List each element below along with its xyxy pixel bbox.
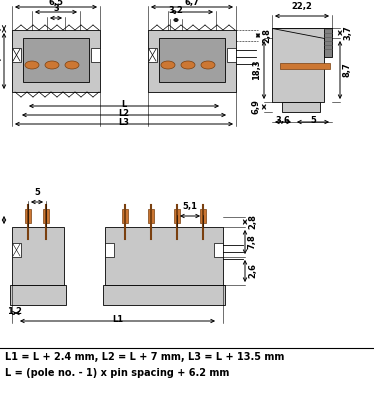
Polygon shape	[159, 38, 225, 82]
Text: L3: L3	[119, 118, 129, 127]
Text: 11,4: 11,4	[0, 50, 2, 72]
Text: 2,6: 2,6	[248, 264, 257, 278]
Text: 1,2: 1,2	[7, 307, 22, 316]
Text: 7,8: 7,8	[248, 235, 257, 249]
Polygon shape	[23, 38, 89, 82]
Polygon shape	[282, 102, 320, 112]
Text: 5: 5	[310, 116, 316, 125]
Text: 2,6: 2,6	[0, 20, 2, 35]
Polygon shape	[272, 28, 332, 38]
Polygon shape	[25, 209, 31, 223]
Text: 6,9: 6,9	[252, 100, 261, 114]
Polygon shape	[214, 243, 223, 257]
Ellipse shape	[45, 61, 59, 69]
Ellipse shape	[201, 61, 215, 69]
Text: 8,7: 8,7	[343, 63, 352, 77]
Polygon shape	[12, 30, 100, 92]
Text: 18,3: 18,3	[252, 60, 261, 80]
Text: 9,75: 9,75	[46, 0, 66, 2]
Text: 3,2: 3,2	[169, 6, 183, 15]
Polygon shape	[43, 209, 49, 223]
Polygon shape	[227, 48, 236, 62]
Polygon shape	[148, 48, 157, 62]
Text: 5,1: 5,1	[183, 202, 197, 211]
Ellipse shape	[65, 61, 79, 69]
Text: L2: L2	[119, 109, 129, 118]
Polygon shape	[122, 209, 128, 223]
Polygon shape	[324, 28, 332, 57]
Text: 6,7: 6,7	[184, 0, 199, 7]
Polygon shape	[105, 227, 223, 285]
Ellipse shape	[161, 61, 175, 69]
Text: 3,7: 3,7	[343, 26, 352, 40]
Text: 22,2: 22,2	[292, 2, 312, 11]
Polygon shape	[148, 209, 154, 223]
Text: 9,95: 9,95	[182, 0, 202, 2]
Text: L: L	[122, 100, 127, 109]
Text: 2,8: 2,8	[248, 214, 257, 230]
Text: 3,6: 3,6	[276, 116, 291, 125]
Polygon shape	[10, 285, 66, 305]
Text: 2,8: 2,8	[262, 28, 271, 43]
Polygon shape	[12, 48, 21, 62]
Polygon shape	[200, 209, 206, 223]
Text: 3,9: 3,9	[0, 213, 1, 227]
Polygon shape	[105, 243, 114, 257]
Polygon shape	[91, 48, 100, 62]
Polygon shape	[174, 209, 180, 223]
Text: 6,5: 6,5	[49, 0, 64, 7]
Polygon shape	[148, 30, 236, 92]
Text: L = (pole no. - 1) x pin spacing + 6.2 mm: L = (pole no. - 1) x pin spacing + 6.2 m…	[5, 368, 229, 378]
Polygon shape	[12, 227, 64, 285]
Text: 3: 3	[53, 4, 59, 13]
Polygon shape	[280, 63, 330, 69]
Polygon shape	[103, 285, 225, 305]
Text: L1 = L + 2.4 mm, L2 = L + 7 mm, L3 = L + 13.5 mm: L1 = L + 2.4 mm, L2 = L + 7 mm, L3 = L +…	[5, 352, 284, 362]
Ellipse shape	[181, 61, 195, 69]
Ellipse shape	[25, 61, 39, 69]
Polygon shape	[12, 243, 21, 257]
Text: L1: L1	[112, 315, 123, 324]
Polygon shape	[272, 28, 324, 102]
Text: 5: 5	[34, 188, 40, 197]
